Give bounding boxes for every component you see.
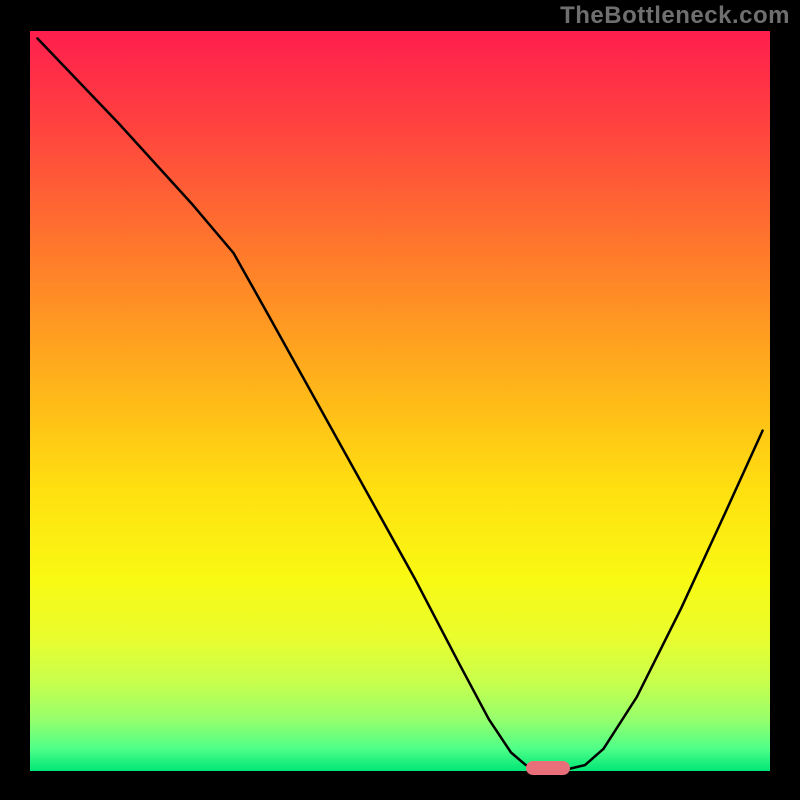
chart-container: TheBottleneck.com [0,0,800,800]
plot-background [30,31,770,771]
optimum-marker [526,761,570,775]
attribution-text: TheBottleneck.com [560,2,790,30]
chart-svg [0,0,800,800]
